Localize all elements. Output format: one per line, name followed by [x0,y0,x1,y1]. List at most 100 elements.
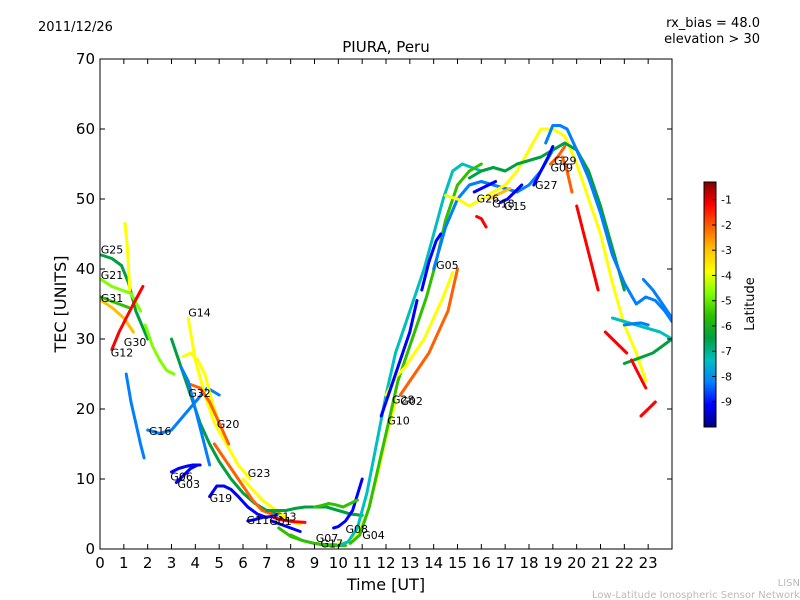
colorbar-tick-label: -4 [721,269,732,282]
series-line-track-6 [143,323,176,376]
series-line-g02 [398,267,459,397]
series-line-g29 [560,155,574,194]
satellite-label-g32: G32 [188,387,211,400]
colorbar-tick-label: -7 [721,345,732,358]
colorbar-tick-label: -5 [721,295,732,308]
x-tick-label: 2 [143,554,153,572]
satellite-label-g02: G02 [400,395,423,408]
series-line-track-51 [630,358,648,390]
chart-title: PIURA, Peru [342,38,429,56]
colorbar-tick-label: -8 [721,370,732,383]
x-tick-label: 5 [214,554,224,572]
series-line-track-46 [603,330,629,355]
y-tick-label: 50 [76,190,95,208]
series-line-track-35 [444,127,648,383]
x-axis: 0 1 2 3 4 5 6 7 8 9 10 11 12 13 14 15 16 17 18 19 20 21 22 23 [95,59,658,572]
series-line-g11 [246,513,278,523]
x-tick-label: 15 [448,554,467,572]
colorbar-tick-label: -6 [721,320,732,333]
series-line-track-5 [123,222,132,292]
y-tick-label: 60 [76,120,95,138]
satellite-label-g18: G18 [492,197,515,210]
series-line-track-44 [544,124,672,323]
satellite-label-g09: G09 [551,162,574,175]
series-line-track-10 [181,351,221,425]
series-line-g19 [208,484,269,519]
satellite-label-g07: G07 [316,532,339,545]
satellite-label-g17: G17 [321,538,344,551]
x-tick-label: 3 [167,554,177,572]
colorbar-tick-label: -1 [721,194,732,207]
x-tick-label: 10 [329,554,348,572]
x-tick-label: 22 [615,554,634,572]
x-tick-label: 16 [472,554,491,572]
footer-network: Low-Latitude Ionospheric Sensor Network [592,590,800,600]
y-tick-label: 40 [76,260,95,278]
series-line-track-28 [336,162,483,547]
series-line-g27 [532,145,555,187]
x-tick-label: 4 [191,554,201,572]
satellite-label-g26: G26 [477,193,500,206]
x-tick-label: 20 [567,554,586,572]
satellite-label-g08: G08 [346,523,369,536]
series-line-track-13 [179,365,212,467]
satellite-label-g20: G20 [217,418,240,431]
x-tick-label: 8 [286,554,296,572]
series-line-g14 [186,316,252,481]
series-line-track-22 [270,519,302,533]
footer-lisn: LISN [778,578,800,589]
x-tick-label: 11 [353,554,372,572]
series-line-g13 [265,505,364,517]
y-tick-label: 10 [76,470,95,488]
satellite-label-g06: G06 [170,470,193,483]
series-line-g12 [110,285,145,351]
x-tick-label: 6 [238,554,248,572]
y-axis: 0 10 20 30 40 50 60 70 [76,50,672,558]
satellite-label-g03: G03 [178,478,201,491]
x-tick-label: 9 [310,554,320,572]
satellite-label-g05: G05 [436,259,459,272]
series-line-g10 [379,299,419,418]
date-label: 2011/12/26 [38,20,113,35]
series-line-track-36 [475,215,488,229]
x-tick-label: 12 [376,554,395,572]
satellite-label-g04: G04 [362,529,385,542]
satellite-label-g11: G11 [247,514,270,527]
colorbar-tick-label: -9 [721,396,732,409]
x-tick-label: 23 [639,554,658,572]
y-tick-label: 0 [85,540,95,558]
satellite-label-g19: G19 [210,492,233,505]
x-axis-label: Time [UT] [346,575,425,594]
series-line-g30 [100,299,135,334]
satellite-label-g21: G21 [101,269,124,282]
series-line-track-29 [348,162,483,545]
series-line-g21 [100,278,142,313]
x-tick-label: 13 [400,554,419,572]
series-line-track-50 [641,278,672,320]
x-tick-label: 21 [591,554,610,572]
series-line-track-49 [622,321,650,327]
series-line-g31 [100,295,131,309]
series-line-g28 [384,271,455,397]
satellite-label-g14: G14 [188,307,211,320]
x-tick-label: 0 [95,554,105,572]
colorbar-tick-label: -2 [721,219,732,232]
y-axis-label: TEC [UNITS] [51,256,70,354]
series-line-g03 [174,463,200,484]
series-line-g25 [100,253,150,341]
series-group [100,124,672,547]
colorbar [703,181,717,428]
y-tick-label: 30 [76,330,95,348]
satellite-label-g31: G31 [101,292,124,305]
series-line-g26 [472,180,498,194]
x-tick-label: 14 [424,554,443,572]
elevation-label: elevation > 30 [664,32,760,47]
satellite-label-g15: G15 [504,200,527,213]
satellite-label-g10: G10 [387,414,410,427]
series-line-g18 [498,183,524,204]
satellite-label-g25: G25 [101,244,124,257]
x-tick-label: 18 [519,554,538,572]
series-line-g01 [272,516,307,524]
